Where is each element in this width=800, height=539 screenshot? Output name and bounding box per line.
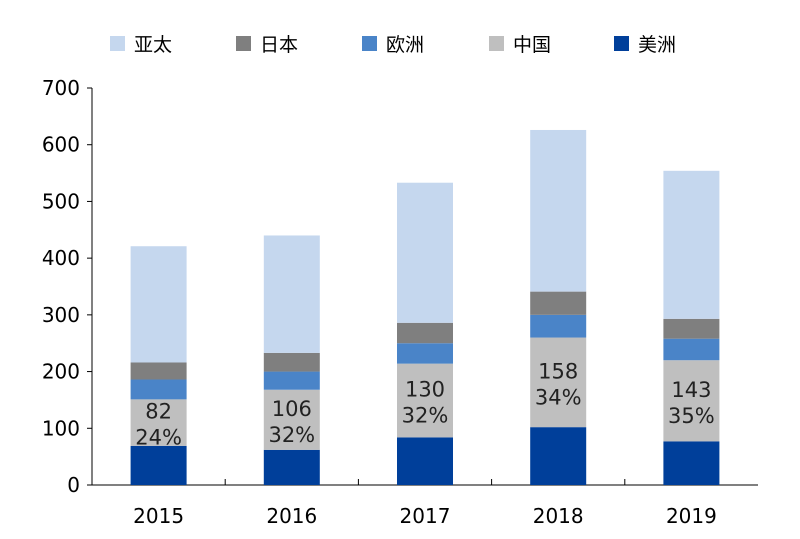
legend-swatch bbox=[614, 36, 629, 51]
y-tick-label: 400 bbox=[42, 246, 80, 270]
bar-segment-中国-2019 bbox=[663, 360, 720, 442]
bar-segment-日本-2018 bbox=[530, 291, 587, 315]
data-label-value: 143 bbox=[671, 378, 711, 402]
bar-segment-欧洲-2015 bbox=[130, 379, 187, 400]
y-tick-label: 700 bbox=[42, 76, 80, 100]
data-label-share: 34% bbox=[535, 385, 582, 409]
y-tick-label: 500 bbox=[42, 189, 80, 213]
bar-segment-欧洲-2016 bbox=[263, 371, 320, 390]
legend-swatch bbox=[362, 36, 377, 51]
data-label-value: 130 bbox=[405, 377, 445, 401]
y-tick-label: 0 bbox=[67, 473, 80, 497]
y-tick-label: 200 bbox=[42, 360, 80, 384]
legend-label: 中国 bbox=[513, 34, 551, 56]
bar-segment-欧洲-2019 bbox=[663, 338, 720, 361]
bar-segment-亚太-2019 bbox=[663, 170, 720, 319]
x-tick-label: 2015 bbox=[133, 504, 184, 528]
bar-segment-欧洲-2017 bbox=[397, 343, 453, 364]
bars bbox=[130, 129, 720, 485]
bar-segment-中国-2017 bbox=[397, 363, 453, 438]
bar-segment-美洲-2015 bbox=[130, 445, 187, 485]
data-label-share: 35% bbox=[668, 404, 715, 428]
y-tick-label: 300 bbox=[42, 303, 80, 327]
bar-segment-美洲-2018 bbox=[530, 427, 587, 485]
y-tick-label: 100 bbox=[42, 416, 80, 440]
bar-segment-美洲-2019 bbox=[663, 441, 720, 485]
x-tick-label: 2016 bbox=[266, 504, 317, 528]
bar-segment-美洲-2016 bbox=[263, 449, 320, 485]
bar-segment-亚太-2016 bbox=[263, 235, 320, 353]
data-label-value: 158 bbox=[538, 359, 578, 383]
x-tick-label: 2019 bbox=[666, 504, 717, 528]
bar-segment-日本-2016 bbox=[263, 352, 320, 372]
bar-segment-亚太-2015 bbox=[130, 246, 187, 363]
y-axis: 0 100 200 300 400 500 600 700 bbox=[42, 76, 93, 497]
bar-segment-亚太-2017 bbox=[397, 182, 453, 323]
data-label-share: 24% bbox=[135, 426, 182, 450]
x-tick-label: 2017 bbox=[400, 504, 451, 528]
legend-swatch bbox=[489, 36, 504, 51]
legend-swatch bbox=[110, 36, 125, 51]
bar-segment-欧洲-2018 bbox=[530, 314, 587, 338]
bar-segment-日本-2017 bbox=[397, 322, 453, 344]
legend-label: 欧洲 bbox=[386, 34, 424, 56]
bar-segment-中国-2015 bbox=[130, 399, 187, 446]
legend-label: 日本 bbox=[260, 34, 298, 56]
bar-segment-日本-2019 bbox=[663, 318, 720, 339]
data-label-share: 32% bbox=[268, 423, 315, 447]
data-label-value: 106 bbox=[272, 397, 312, 421]
legend-label: 美洲 bbox=[638, 34, 676, 56]
data-label-value: 82 bbox=[145, 400, 172, 424]
x-axis: 2015 2016 2017 2018 2019 bbox=[92, 479, 758, 528]
x-tick-label: 2018 bbox=[533, 504, 584, 528]
legend-label: 亚太 bbox=[134, 34, 172, 56]
data-label-share: 32% bbox=[402, 403, 449, 427]
legend-swatch bbox=[236, 36, 251, 51]
legend: 亚太 日本 欧洲 中国 美洲 bbox=[110, 34, 676, 56]
bar-segment-中国-2016 bbox=[263, 389, 320, 450]
bar-segment-美洲-2017 bbox=[397, 437, 453, 485]
bar-segment-中国-2018 bbox=[530, 337, 587, 428]
bar-segment-日本-2015 bbox=[130, 362, 187, 380]
bar-segment-亚太-2018 bbox=[530, 129, 587, 292]
y-tick-label: 600 bbox=[42, 133, 80, 157]
